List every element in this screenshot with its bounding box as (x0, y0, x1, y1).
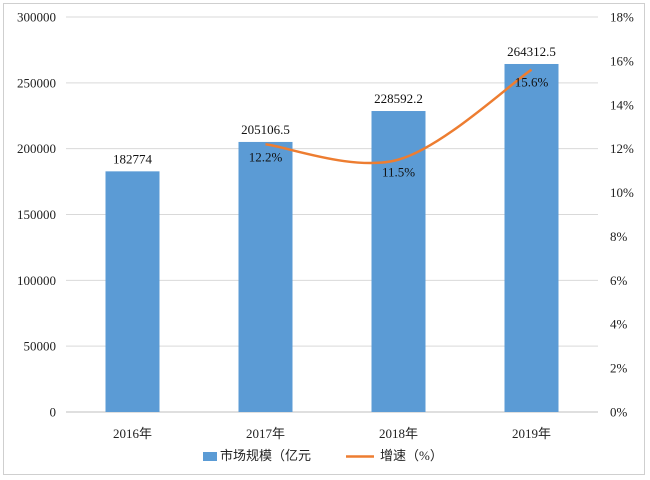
y-left-tick-label: 300000 (17, 10, 56, 25)
bar (504, 63, 559, 413)
line-data-label: 12.2% (249, 149, 283, 164)
y-right-tick-label: 8% (610, 229, 628, 244)
y-right-tick-label: 14% (610, 97, 634, 112)
bar (371, 111, 426, 413)
y-left-tick-label: 150000 (17, 207, 56, 222)
legend-swatch-bar (203, 452, 217, 461)
x-tick-label: 2019年 (512, 426, 551, 441)
bar (238, 141, 293, 412)
y-right-tick-label: 18% (610, 10, 634, 25)
y-right-tick-label: 16% (610, 53, 634, 68)
y-right-tick-label: 2% (610, 361, 628, 376)
line-data-label: 15.6% (515, 75, 549, 90)
x-tick-label: 2016年 (113, 426, 152, 441)
bar (105, 171, 160, 412)
x-tick-label: 2017年 (246, 426, 285, 441)
y-left-tick-label: 0 (50, 405, 57, 420)
y-right-tick-label: 10% (610, 185, 634, 200)
y-left-tick-label: 50000 (24, 339, 57, 354)
legend-label-line: 增速（%） (380, 448, 443, 463)
y-left-tick-label: 250000 (17, 75, 56, 90)
y-right-tick-label: 6% (610, 273, 628, 288)
y-right-tick-label: 4% (610, 317, 628, 332)
x-tick-label: 2018年 (379, 426, 418, 441)
bar-data-label: 182774 (113, 151, 153, 166)
y-right-tick-label: 12% (610, 141, 634, 156)
growth-line (265, 68, 533, 165)
y-right-tick-label: 0% (610, 405, 628, 420)
line-data-label: 11.5% (382, 165, 415, 180)
y-left-tick-label: 200000 (17, 141, 56, 156)
bar-data-label: 264312.5 (507, 44, 556, 59)
bar-data-label: 205106.5 (241, 122, 290, 137)
bar-data-label: 228592.2 (374, 91, 423, 106)
y-left-tick-label: 100000 (17, 273, 56, 288)
legend-label-bar: 市场规模（亿元 (220, 448, 311, 463)
